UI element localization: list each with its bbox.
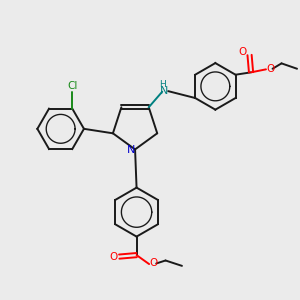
Text: O: O: [150, 259, 158, 269]
Text: N: N: [127, 145, 135, 155]
Text: Cl: Cl: [67, 81, 77, 91]
Text: O: O: [110, 252, 118, 262]
Text: N: N: [160, 86, 168, 96]
Text: O: O: [267, 64, 275, 74]
Text: O: O: [239, 47, 247, 57]
Text: H: H: [159, 80, 166, 89]
